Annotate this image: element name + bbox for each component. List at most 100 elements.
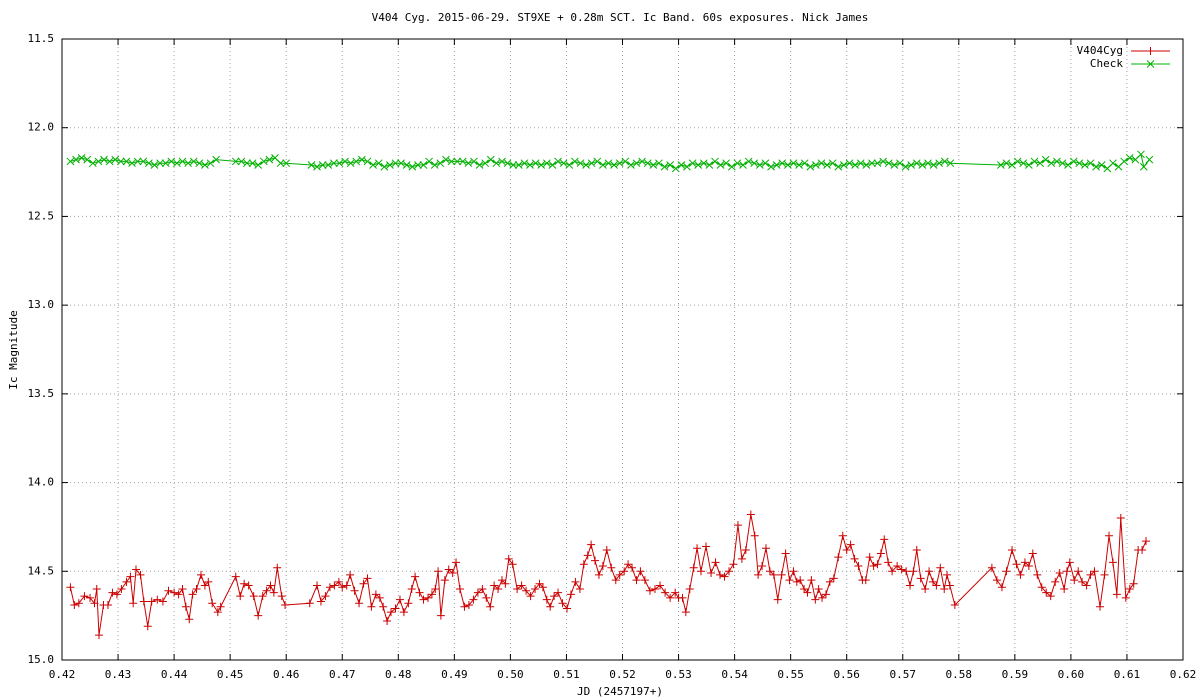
data-point [806,162,815,171]
data-point [750,531,759,540]
data-point [473,588,482,597]
data-point [1120,157,1129,166]
data-point [324,161,333,169]
data-point [316,597,325,606]
data-point [192,585,201,594]
data-point [800,585,809,594]
data-point [330,581,339,590]
data-point [554,157,562,166]
data-point [329,159,338,168]
data-point [1090,567,1099,576]
data-point [720,572,729,581]
data-point [415,588,424,597]
data-point [1086,570,1095,579]
x-tick-label: 0.60 [1058,668,1085,681]
data-point [851,161,859,169]
data-point [890,161,899,169]
data-point [269,588,278,597]
data-point [702,542,711,551]
data-point [1078,577,1087,586]
data-point [868,159,876,168]
data-point [455,585,464,594]
data-point [486,155,495,164]
data-point [936,563,945,572]
data-point [924,159,932,168]
data-point [921,585,930,594]
data-point [213,608,222,617]
data-point [918,161,927,169]
data-point [174,590,183,599]
data-point [181,602,190,611]
x-tick-label: 0.58 [946,668,973,681]
data-point [621,157,630,166]
data-point [542,595,551,604]
data-point [929,577,938,586]
data-point [240,579,249,588]
data-point [1008,545,1017,554]
data-point [338,583,347,592]
data-point [1020,558,1029,567]
data-point [705,161,714,169]
data-point [440,576,449,585]
data-point [685,585,694,594]
data-point [494,585,503,594]
data-point [823,161,831,169]
data-point [575,585,584,594]
data-point [531,585,540,594]
data-point [559,159,568,168]
data-point [100,155,108,164]
data-point [243,159,251,168]
y-tick-label: 15.0 [28,653,55,666]
data-point [249,592,258,601]
data-point [834,553,843,562]
data-point [313,162,321,171]
data-point [452,558,461,567]
data-point [711,157,719,166]
x-tick-label: 0.55 [777,668,804,681]
data-point [850,554,859,563]
data-point [538,583,547,592]
data-point [1065,558,1074,567]
data-point [884,159,893,168]
data-point [1046,592,1055,601]
data-point [632,159,641,168]
data-point [912,545,921,554]
data-point [508,560,517,569]
data-point [1002,159,1011,168]
data-point [122,157,131,166]
data-point [427,590,436,599]
data-point [147,597,156,606]
data-point [1092,162,1100,171]
data-point [945,581,954,590]
x-axis-label: JD (2457197+) [577,685,663,698]
data-point [550,592,559,601]
x-tick-label: 0.57 [890,668,917,681]
data-point [789,159,798,168]
data-point [1036,159,1044,168]
data-point [447,157,456,166]
data-point [807,576,816,585]
data-point [829,574,838,583]
data-point [649,161,658,169]
data-point [602,545,611,554]
data-point [901,162,910,171]
data-point [767,162,775,171]
data-point [1125,154,1134,162]
data-point [475,161,484,169]
data-point [504,554,513,563]
data-point [610,161,618,169]
chart-title: V404 Cyg. 2015-06-29. ST9XE + 0.28m SCT.… [372,11,869,24]
data-point [724,567,733,576]
x-tick-label: 0.52 [609,668,636,681]
x-tick-label: 0.48 [385,668,412,681]
data-point [425,157,433,166]
x-tick-label: 0.44 [161,668,188,681]
data-point [197,570,206,579]
data-point [231,157,240,166]
data-point [116,157,125,166]
data-point [111,155,120,164]
data-point [678,593,687,602]
data-point [503,159,512,168]
data-point [1062,567,1071,576]
data-point [374,159,383,168]
